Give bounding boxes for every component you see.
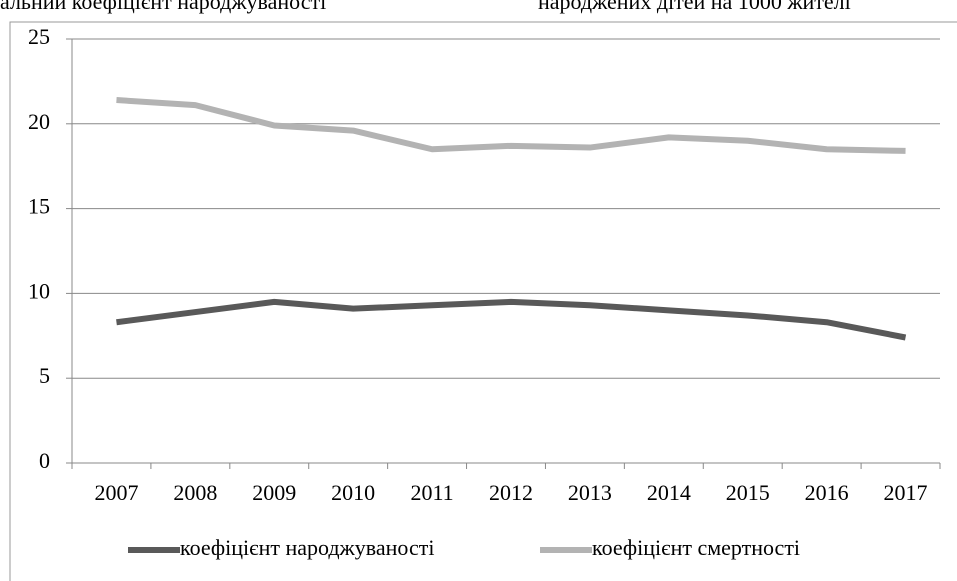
chart-frame: [9, 21, 957, 581]
y-tick-label: 0: [39, 448, 50, 473]
y-tick-label: 20: [28, 109, 50, 134]
header-text: альний коефіцієнт народжуваності: [0, 0, 326, 14]
x-tick-label: 2012: [489, 480, 533, 505]
series-line: [116, 298, 907, 341]
y-tick-label: 10: [28, 278, 50, 303]
x-tick-label: 2017: [884, 480, 928, 505]
x-tick-label: 2007: [94, 480, 138, 505]
x-tick-label: 2016: [805, 480, 849, 505]
x-tick-label: 2011: [410, 480, 453, 505]
x-tick-label: 2015: [726, 480, 770, 505]
series-line: [116, 97, 906, 154]
x-tick-label: 2008: [173, 480, 217, 505]
header-text: народжених дітей на 1000 жителі: [538, 0, 851, 14]
x-tick-label: 2010: [331, 480, 375, 505]
x-tick-label: 2009: [252, 480, 296, 505]
x-tick-label: 2014: [647, 480, 691, 505]
x-tick-label: 2013: [568, 480, 612, 505]
y-tick-label: 15: [28, 194, 50, 219]
y-tick-label: 25: [28, 24, 50, 49]
legend-label: коефіцієнт народжуваності: [180, 535, 434, 560]
y-tick-label: 5: [39, 363, 50, 388]
legend-label: коефіцієнт смертності: [592, 535, 800, 560]
